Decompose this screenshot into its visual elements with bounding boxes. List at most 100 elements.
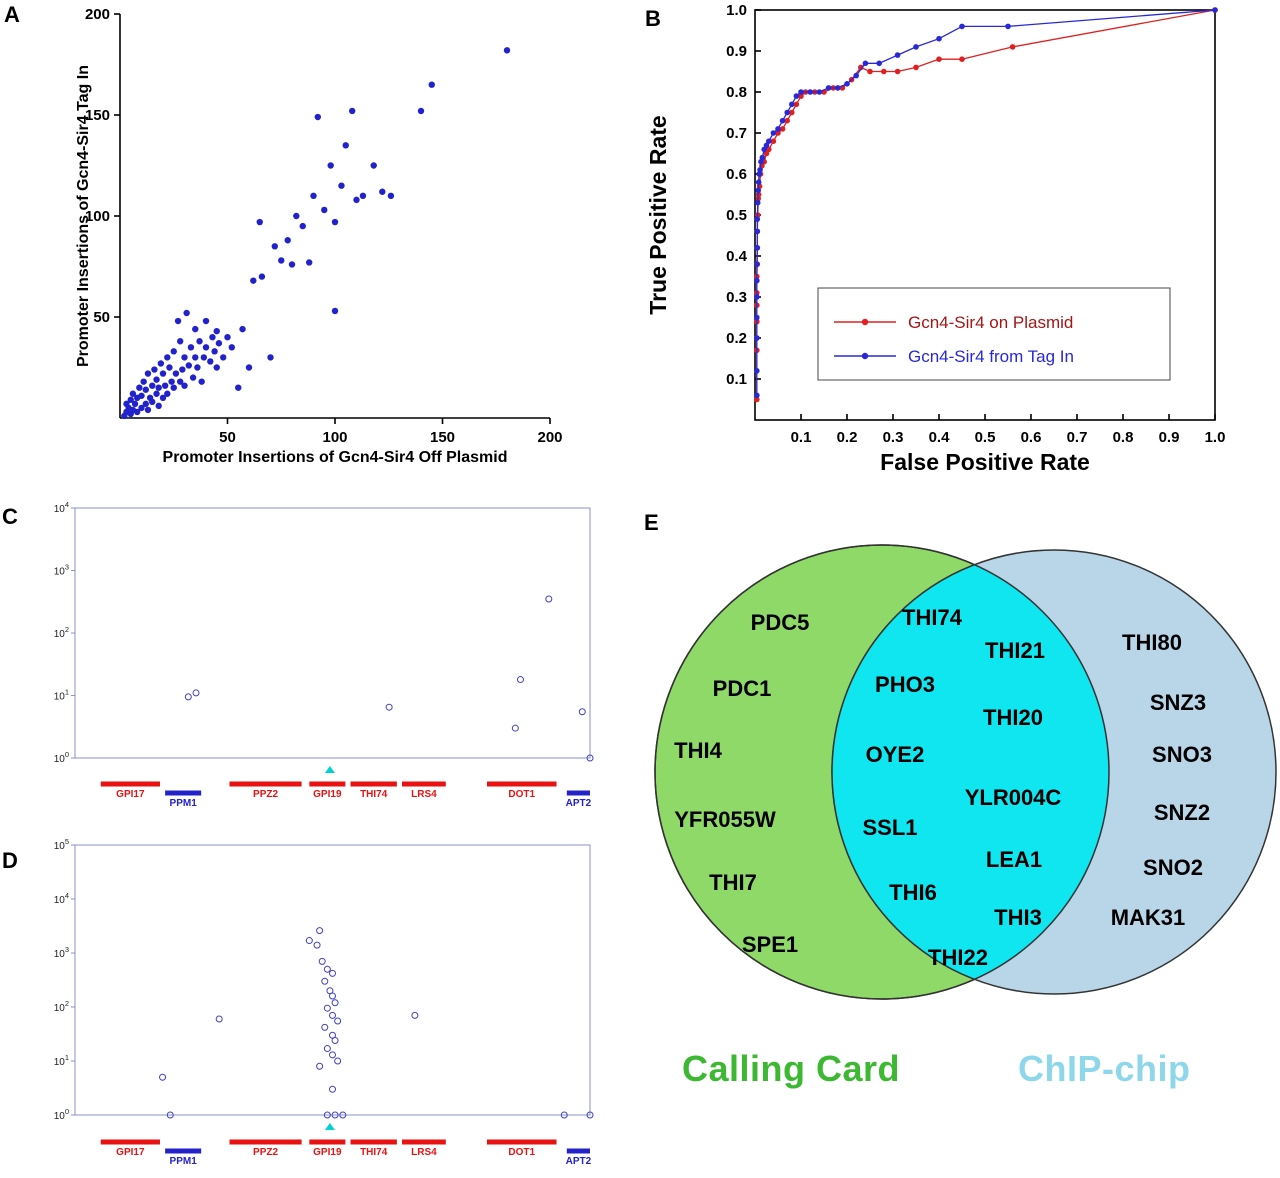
- calling-card-label: Calling Card: [682, 1048, 901, 1089]
- svg-text:GPI17: GPI17: [116, 789, 145, 800]
- svg-text:PPZ2: PPZ2: [253, 789, 278, 800]
- panel-b-plot: True Positive Rate False Positive Rate 0…: [645, 2, 1225, 475]
- svg-text:THI4: THI4: [674, 738, 722, 763]
- svg-text:THI3: THI3: [994, 905, 1042, 930]
- panel-a-scatterplot: A Promoter Insertions of Gcn4-Sir4 Tag I…: [0, 0, 620, 488]
- svg-text:0.5: 0.5: [726, 207, 747, 224]
- panel-d-log-plot: D 100 101 102 103 104 105 GPI17 PPM1 PPZ2 GPI19 TH…: [0, 820, 630, 1178]
- svg-text:104: 104: [54, 891, 69, 906]
- svg-text:102: 102: [54, 999, 69, 1014]
- svg-text:0.9: 0.9: [1159, 429, 1180, 446]
- svg-text:103: 103: [54, 945, 69, 960]
- svg-text:LRS4: LRS4: [411, 1147, 437, 1158]
- svg-text:PPM1: PPM1: [170, 1156, 198, 1167]
- c-axes: 100 101 102 103 104: [54, 500, 591, 765]
- svg-text:104: 104: [54, 500, 69, 515]
- venn-gene-labels: PDC5 PDC1 THI4 YFR055W THI7 SPE1 THI74 THI21 PHO…: [674, 605, 1212, 970]
- svg-text:0.7: 0.7: [1067, 429, 1088, 446]
- b-y-axis-label: True Positive Rate: [645, 115, 671, 314]
- svg-text:PHO3: PHO3: [875, 672, 935, 697]
- svg-text:DOT1: DOT1: [508, 789, 535, 800]
- panel-b-label: B: [645, 6, 661, 31]
- d-gene-track: GPI17 PPM1 PPZ2 GPI19 THI74 LRS4 DOT1 APT2: [100, 1123, 592, 1167]
- svg-text:0.8: 0.8: [1113, 429, 1134, 446]
- d-data-points: [159, 927, 594, 1119]
- svg-text:0.3: 0.3: [883, 429, 904, 446]
- c-gene-track: GPI17 PPM1 PPZ2 GPI19 THI74 LRS4 DOT1 APT2: [100, 766, 592, 809]
- svg-text:102: 102: [54, 625, 69, 640]
- svg-text:50: 50: [93, 309, 110, 326]
- svg-text:150: 150: [430, 429, 455, 446]
- svg-text:THI74: THI74: [360, 1147, 388, 1158]
- svg-text:THI6: THI6: [889, 880, 937, 905]
- panel-d-label: D: [2, 848, 18, 873]
- svg-text:SSL1: SSL1: [862, 815, 917, 840]
- svg-text:THI80: THI80: [1122, 630, 1182, 655]
- svg-text:200: 200: [537, 429, 562, 446]
- svg-text:Gcn4-Sir4 on Plasmid: Gcn4-Sir4 on Plasmid: [908, 313, 1073, 332]
- svg-text:0.5: 0.5: [975, 429, 996, 446]
- svg-text:SNZ3: SNZ3: [1150, 690, 1206, 715]
- svg-text:THI22: THI22: [928, 945, 988, 970]
- panel-a-label: A: [4, 2, 20, 27]
- svg-text:SNO3: SNO3: [1152, 742, 1212, 767]
- svg-text:THI74: THI74: [360, 789, 388, 800]
- panel-b-roc-plot: B True Positive Rate False Positive Rate…: [630, 0, 1280, 490]
- svg-text:PPM1: PPM1: [170, 798, 198, 809]
- panel-e-venn-diagram: E PDC5 PDC1 THI4 YFR055W THI7 SPE1 THI74 THI21 P…: [630, 500, 1280, 1178]
- svg-text:SNZ2: SNZ2: [1154, 800, 1210, 825]
- a-x-axis-label: Promoter Insertions of Gcn4-Sir4 Off Pla…: [163, 449, 508, 466]
- svg-text:GPI19: GPI19: [313, 1147, 342, 1158]
- svg-text:105: 105: [54, 837, 69, 852]
- svg-text:SNO2: SNO2: [1143, 855, 1203, 880]
- svg-text:GPI19: GPI19: [313, 789, 342, 800]
- svg-text:0.9: 0.9: [726, 43, 747, 60]
- a-y-axis-label: Promoter Insertions of Gcn4-Sir4 Tag In: [75, 65, 92, 367]
- svg-text:PPZ2: PPZ2: [253, 1147, 278, 1158]
- panel-a-plot: Promoter Insertions of Gcn4-Sir4 Tag In …: [75, 6, 563, 466]
- svg-text:THI74: THI74: [902, 605, 963, 630]
- svg-text:0.7: 0.7: [726, 125, 747, 142]
- svg-text:0.3: 0.3: [726, 289, 747, 306]
- svg-text:100: 100: [85, 208, 110, 225]
- svg-text:Gcn4-Sir4 from Tag In: Gcn4-Sir4 from Tag In: [908, 347, 1074, 366]
- b-legend: Gcn4-Sir4 on Plasmid Gcn4-Sir4 from Tag I…: [817, 287, 1171, 381]
- svg-text:100: 100: [54, 1107, 69, 1122]
- svg-text:OYE2: OYE2: [866, 742, 925, 767]
- c-data-points: [184, 595, 594, 762]
- a-axes: 50 100 150 200 50 100 150 200: [85, 6, 563, 446]
- a-data-points: [121, 47, 511, 420]
- svg-text:THI7: THI7: [709, 870, 757, 895]
- panel-d-plot: 100 101 102 103 104 105 GPI17 PPM1 PPZ2 GPI19 THI7…: [54, 837, 594, 1167]
- svg-text:101: 101: [54, 1053, 69, 1068]
- svg-text:MAK31: MAK31: [1111, 905, 1186, 930]
- calling-card-outline: [654, 544, 1110, 1000]
- svg-text:PDC1: PDC1: [713, 676, 772, 701]
- panel-c-plot: 100 101 102 103 104 GPI17 PPM1 PPZ2 GPI19 THI74 LR…: [54, 500, 594, 809]
- svg-text:101: 101: [54, 688, 69, 703]
- chip-chip-label: ChIP-chip: [1018, 1048, 1191, 1089]
- svg-text:DOT1: DOT1: [508, 1147, 535, 1158]
- svg-text:YLR004C: YLR004C: [965, 785, 1062, 810]
- b-axes: 0.1 0.2 0.3 0.4 0.5 0.6 0.7 0.8 0.9 1.0 0.1 0.2 0.3 0…: [726, 2, 1225, 446]
- svg-text:PDC5: PDC5: [751, 610, 810, 635]
- svg-text:1.0: 1.0: [1205, 429, 1226, 446]
- svg-text:SPE1: SPE1: [742, 932, 798, 957]
- svg-text:0.2: 0.2: [726, 330, 747, 347]
- panel-c-label: C: [2, 504, 18, 529]
- svg-text:0.4: 0.4: [929, 429, 951, 446]
- svg-text:APT2: APT2: [566, 1156, 592, 1167]
- venn-diagram: PDC5 PDC1 THI4 YFR055W THI7 SPE1 THI74 THI21 PHO…: [654, 544, 1277, 1000]
- svg-text:0.2: 0.2: [837, 429, 858, 446]
- svg-text:YFR055W: YFR055W: [674, 807, 776, 832]
- svg-text:LRS4: LRS4: [411, 789, 437, 800]
- svg-text:0.8: 0.8: [726, 84, 747, 101]
- svg-text:GPI17: GPI17: [116, 1147, 145, 1158]
- svg-text:0.1: 0.1: [726, 371, 747, 388]
- svg-text:0.6: 0.6: [1021, 429, 1042, 446]
- svg-text:150: 150: [85, 107, 110, 124]
- svg-text:LEA1: LEA1: [986, 847, 1042, 872]
- svg-text:200: 200: [85, 6, 110, 23]
- svg-text:THI20: THI20: [983, 705, 1043, 730]
